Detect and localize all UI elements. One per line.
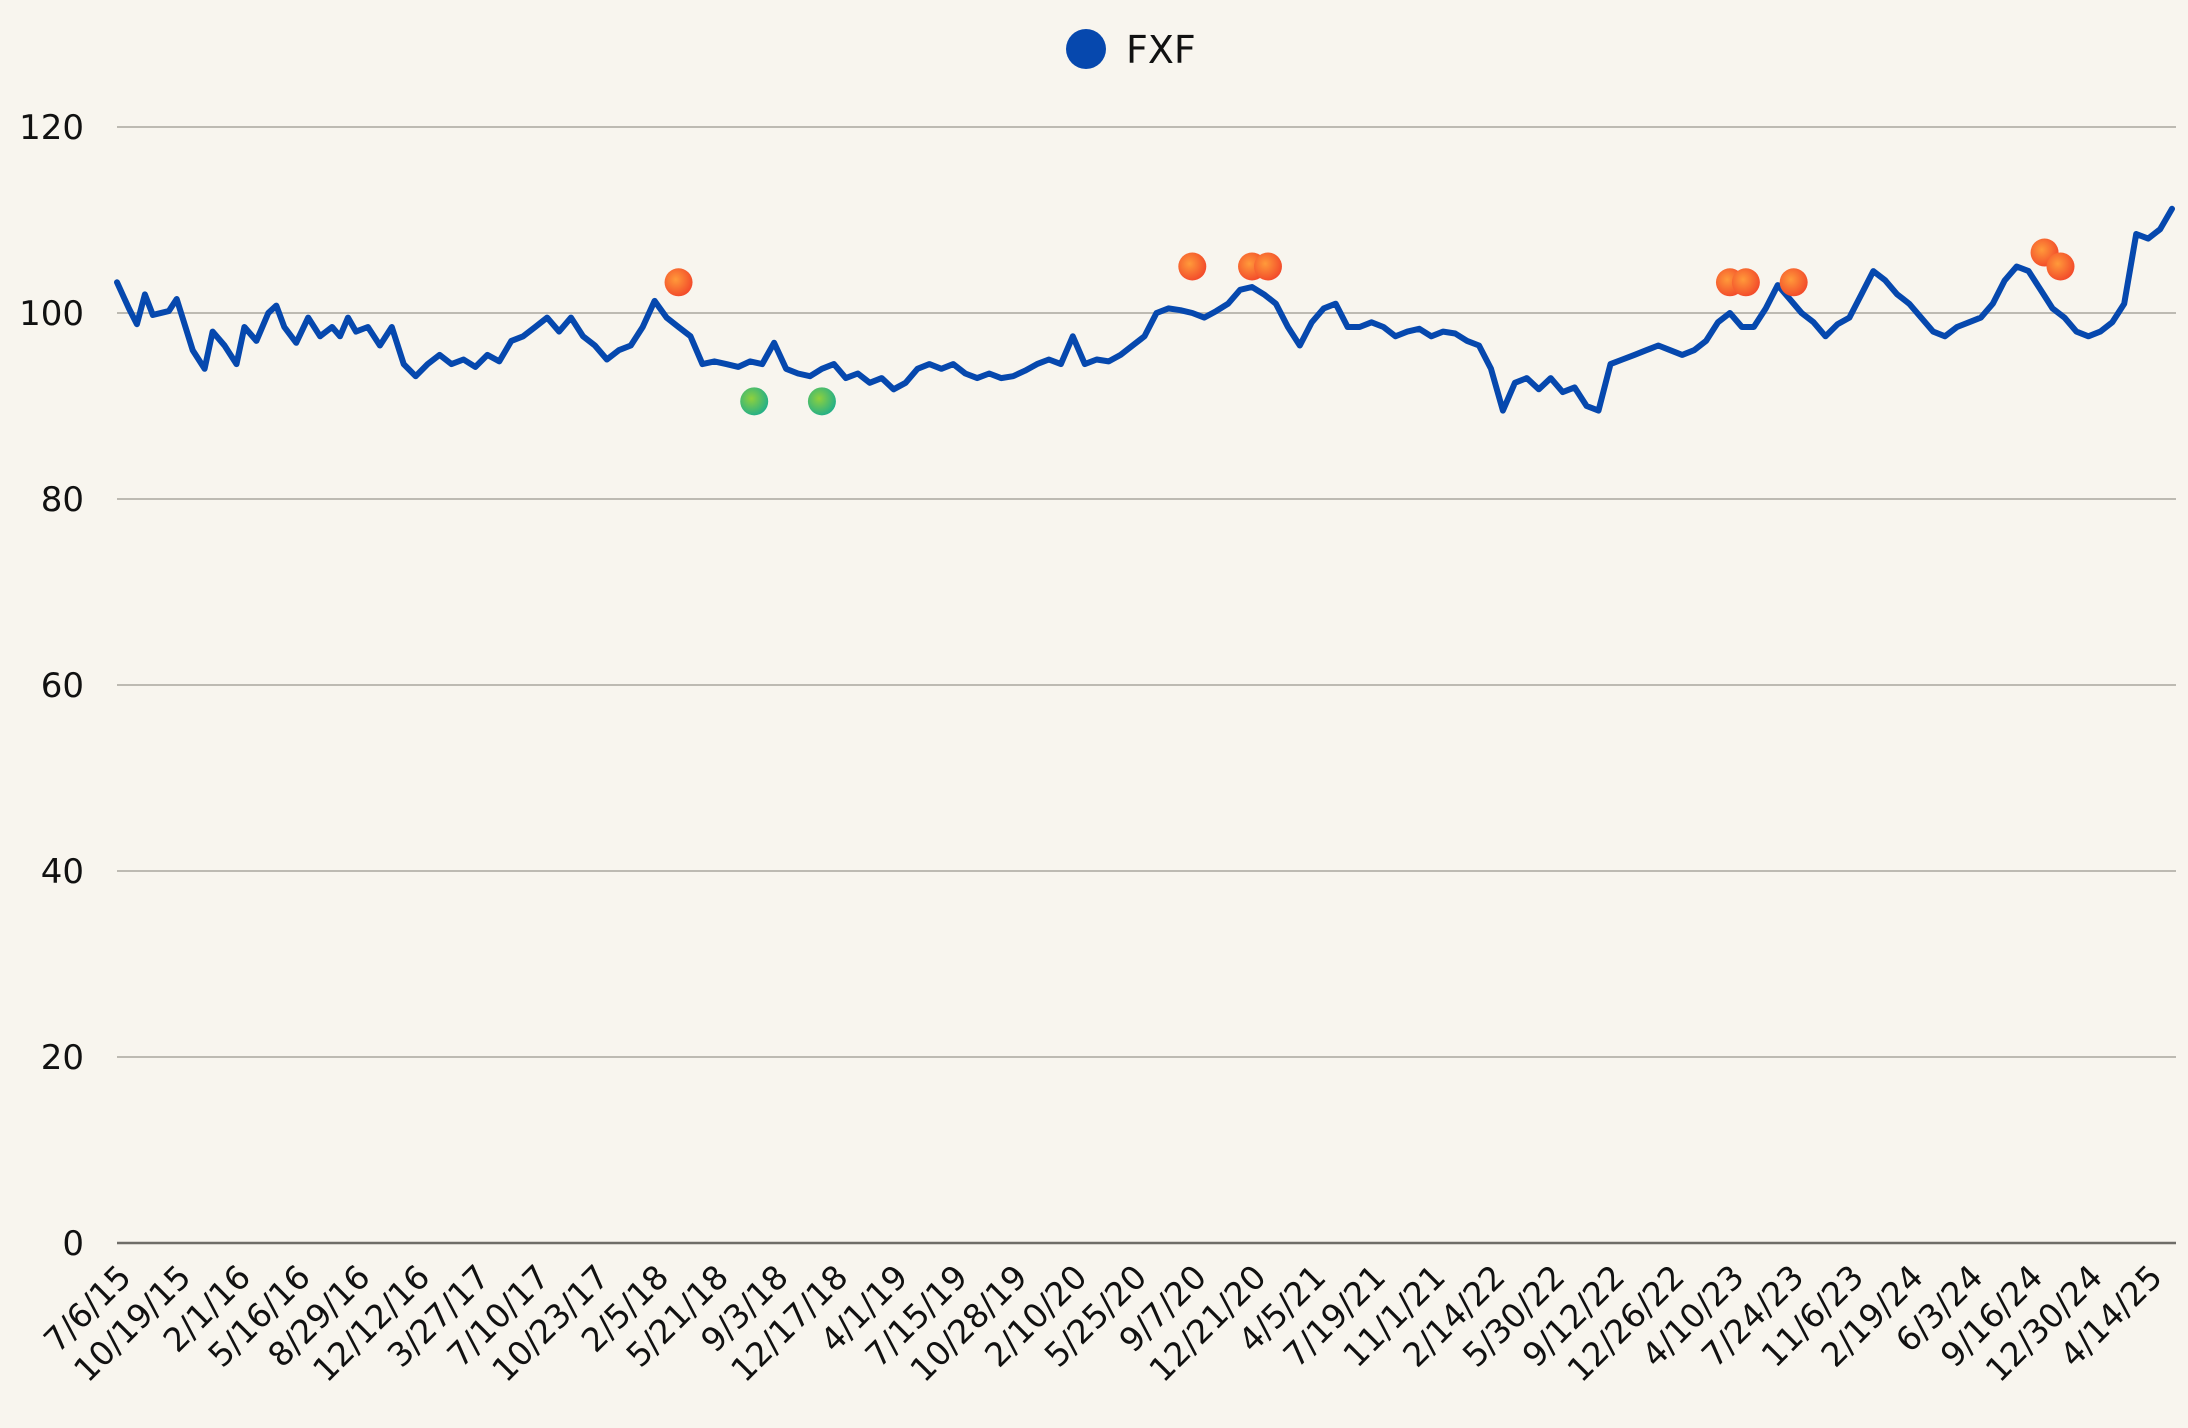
y-tick-label: 60 — [41, 666, 84, 706]
x-axis-ticks: 7/6/1510/19/152/1/165/16/168/29/1612/12/… — [36, 1257, 2170, 1389]
marker-low — [807, 387, 836, 416]
marker-high — [1253, 252, 1282, 281]
series-line-fxf — [114, 205, 2175, 414]
legend: FXF — [1066, 28, 1196, 72]
y-tick-label: 100 — [19, 294, 84, 334]
y-tick-label: 20 — [41, 1038, 84, 1078]
marker-high — [2046, 252, 2075, 281]
legend-swatch-fxf — [1066, 29, 1106, 69]
y-tick-label: 0 — [62, 1224, 84, 1264]
marker-high — [1731, 268, 1760, 297]
legend-label-fxf: FXF — [1126, 28, 1196, 72]
y-tick-label: 40 — [41, 852, 84, 892]
y-tick-label: 120 — [19, 108, 84, 148]
marker-high — [1178, 252, 1207, 281]
marker-high — [664, 268, 693, 297]
y-axis-ticks: 0 20 40 60 80 100 120 — [19, 108, 84, 1264]
marker-high — [1779, 268, 1808, 297]
marker-low — [740, 387, 769, 416]
grid-lines — [117, 126, 2176, 1245]
markers — [664, 238, 2075, 416]
y-tick-label: 80 — [41, 480, 84, 520]
